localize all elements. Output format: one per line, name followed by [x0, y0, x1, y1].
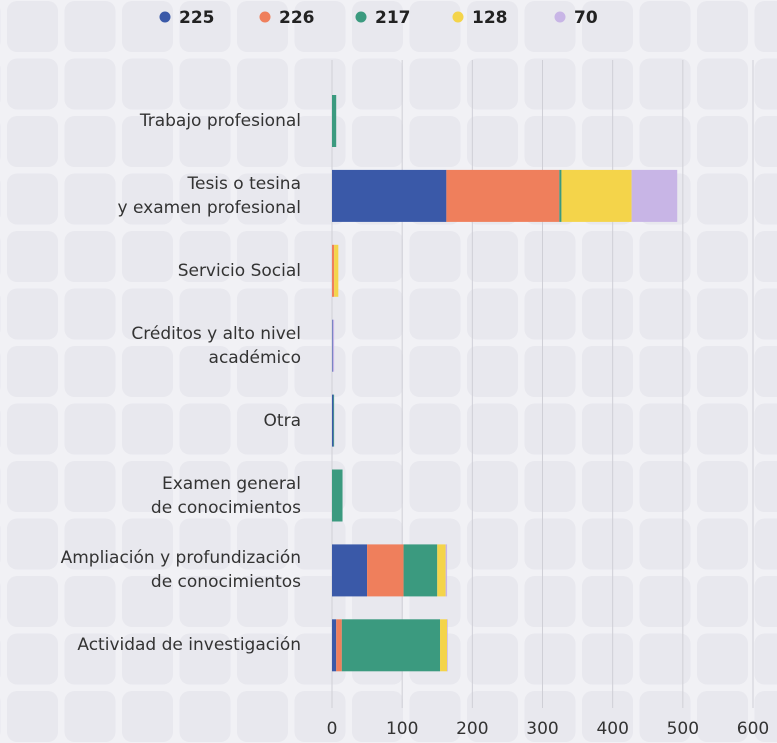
bar-segment	[333, 394, 335, 447]
x-tick-label: 400	[596, 719, 628, 739]
legend-swatch	[554, 11, 566, 23]
bar-segment	[332, 544, 368, 597]
bar-segment	[631, 169, 678, 222]
legend-swatch	[355, 11, 367, 23]
bar-segment	[334, 244, 339, 297]
legend-label: 217	[375, 8, 411, 28]
bar-segment	[341, 619, 441, 672]
bar-segment	[446, 169, 560, 222]
bar-segment	[332, 619, 337, 672]
bar-segment	[332, 244, 335, 297]
bar-segment	[440, 619, 448, 672]
bar-segment	[403, 544, 438, 597]
bar-segment	[332, 469, 343, 522]
legend-swatch	[259, 11, 271, 23]
bar-segment	[332, 95, 337, 147]
bar-segment	[445, 544, 448, 597]
y-tick-label: Otra	[263, 410, 301, 431]
y-tick-label: Examen general de conocimientos	[150, 473, 301, 518]
legend-swatch	[452, 11, 464, 23]
x-tick-label: 500	[667, 719, 699, 739]
legend-label: 225	[179, 8, 215, 28]
y-tick-label: Actividad de investigación	[77, 635, 301, 656]
legend-swatch	[159, 11, 171, 23]
legend-label: 70	[574, 8, 598, 28]
bar-segment	[332, 169, 447, 222]
bar-segment	[561, 169, 632, 222]
bar-segment	[336, 619, 342, 672]
bar-segment	[447, 619, 448, 672]
bar-segment	[332, 394, 334, 447]
x-tick-label: 300	[526, 719, 558, 739]
x-tick-label: 200	[456, 719, 488, 739]
bar-segment	[559, 169, 562, 222]
legend-label: 128	[472, 8, 508, 28]
y-tick-label: Servicio Social	[177, 260, 301, 281]
y-tick-label: Trabajo profesional	[139, 111, 301, 131]
legend-label: 226	[279, 8, 315, 28]
bar-segment	[332, 319, 335, 372]
bar-segment	[437, 544, 446, 597]
x-tick-label: 600	[737, 719, 769, 739]
y-tick-label: Ampliación y profundización de conocimie…	[60, 548, 301, 593]
y-tick-label: Créditos y alto nivel académico	[131, 323, 301, 368]
y-tick-label: Tesis o tesina y examen profesional	[117, 173, 301, 218]
bar-segment	[332, 319, 333, 372]
x-tick-label: 0	[327, 719, 338, 739]
x-tick-label: 100	[386, 719, 418, 739]
bar-segment	[367, 544, 404, 597]
